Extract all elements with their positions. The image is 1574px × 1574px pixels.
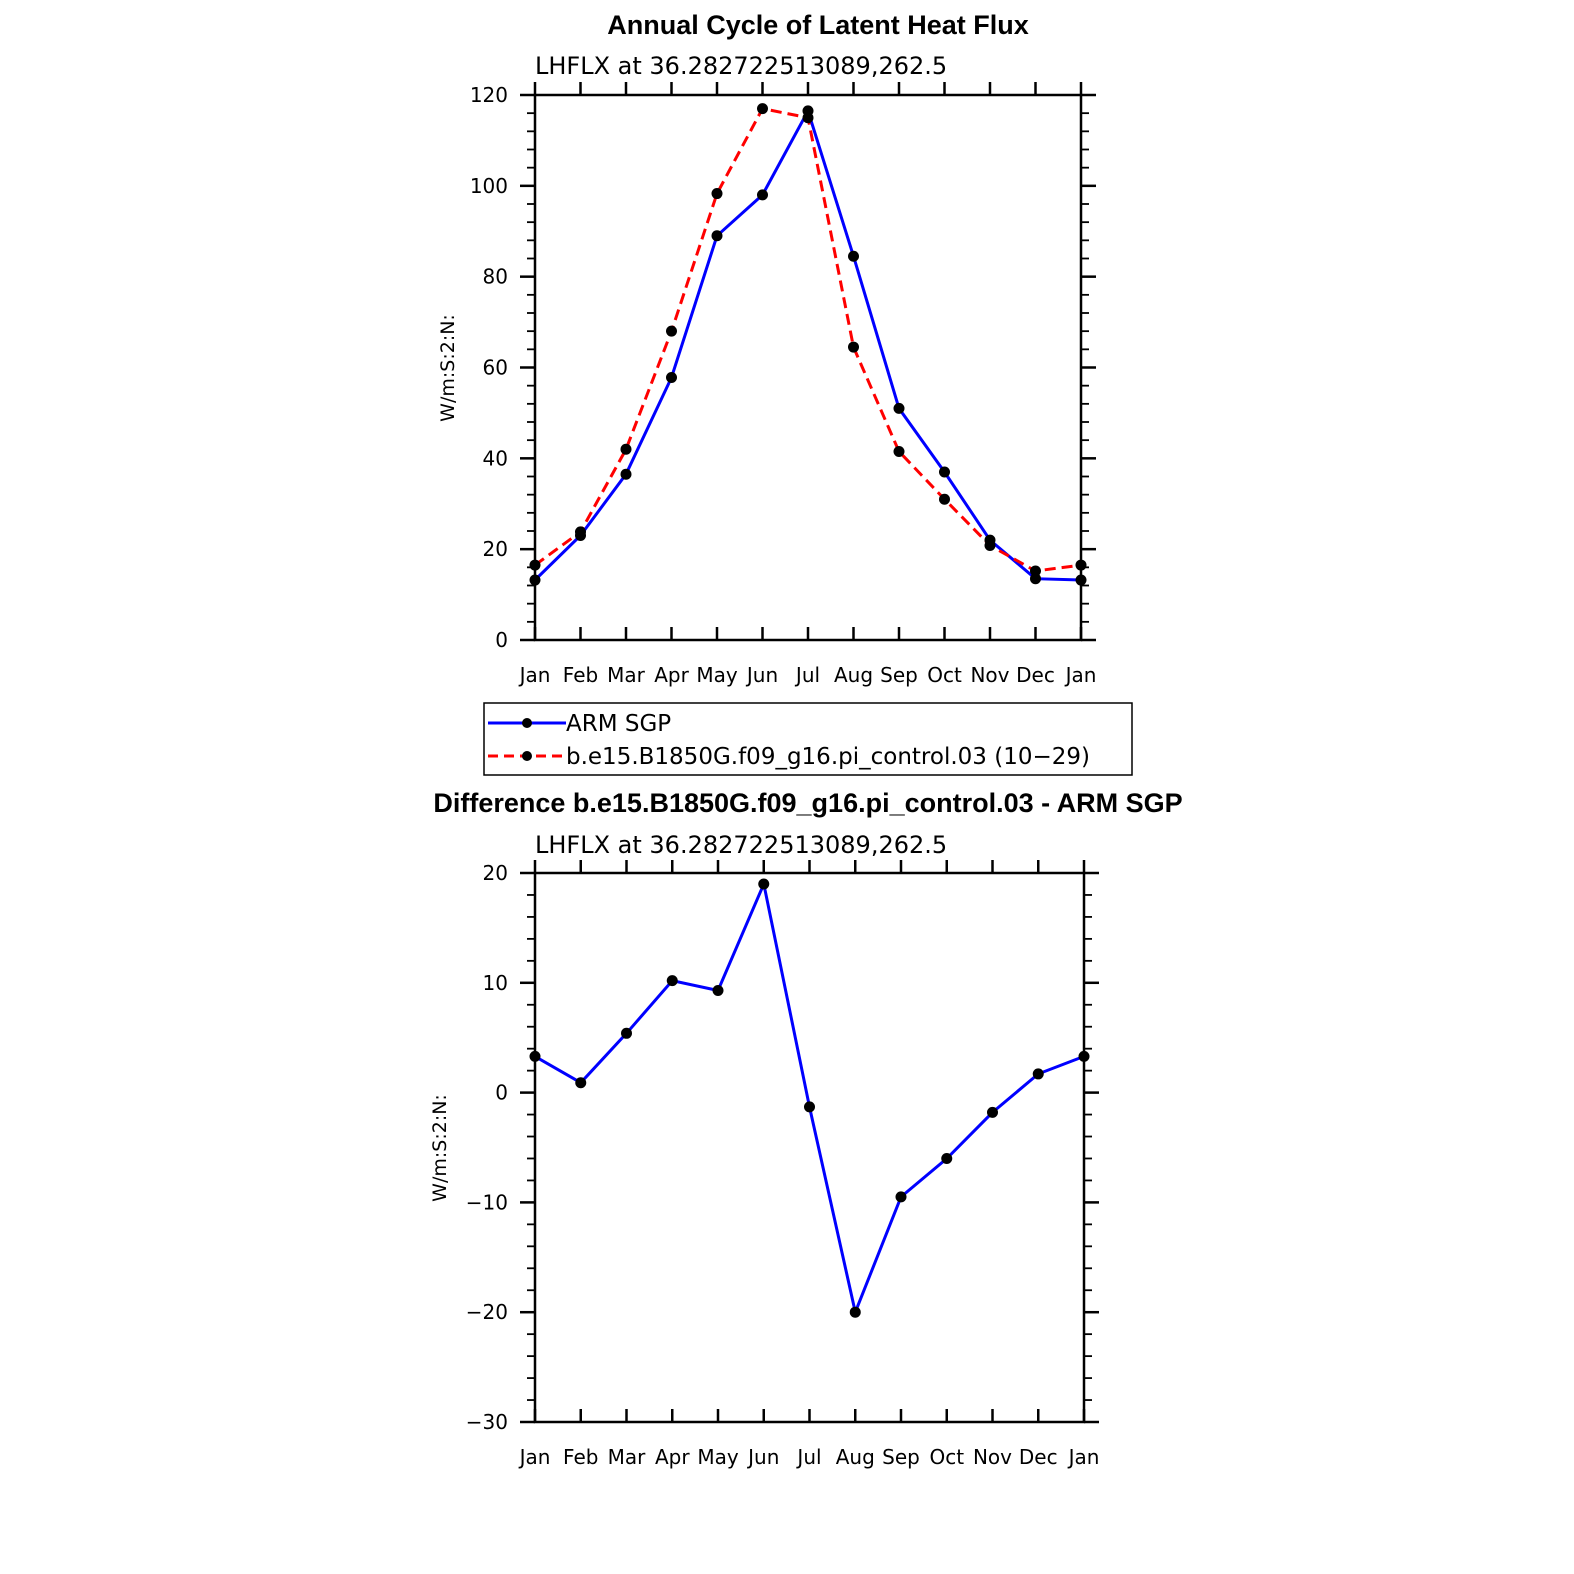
bottom-chart-series-0-point [804, 1101, 815, 1113]
top-chart-series-1-point [802, 112, 814, 124]
bottom-chart-xtick-label: Jul [795, 1445, 821, 1469]
bottom-chart-series-0-point [941, 1152, 953, 1164]
bottom-chart-series-0-point [529, 1050, 541, 1062]
bottom-chart-series-0-point [849, 1306, 861, 1318]
bottom-chart-xtick-label: Jan [518, 1445, 551, 1469]
bottom-chart-title: Difference b.e15.B1850G.f09_g16.pi_contr… [433, 788, 1182, 818]
legend-marker-arm-sgp [522, 718, 532, 728]
bottom-chart-ytick-label: −20 [466, 1300, 508, 1324]
bottom-chart-xtick-label: Sep [882, 1445, 920, 1469]
bottom-chart-xtick-label: Jan [1067, 1445, 1100, 1469]
top-chart-series-0-point [711, 230, 723, 242]
bottom-chart-xtick-label: Aug [836, 1445, 875, 1469]
top-chart-ytick-label: 40 [483, 446, 508, 470]
top-chart-ytick-label: 120 [470, 83, 508, 107]
top-chart-ytick-label: 80 [483, 265, 508, 289]
bottom-chart-ytick-label: 20 [483, 861, 508, 885]
top-chart-xtick-label: Oct [927, 663, 962, 687]
top-chart-series-1-point [848, 341, 859, 353]
top-chart-series-1-point [1030, 565, 1041, 577]
bottom-plot-area: Jan Feb Mar Apr May Jun Jul Aug Sep Oct Nov Dec Jan−… [466, 860, 1100, 1469]
top-chart-xtick-label: Sep [880, 663, 918, 687]
top-chart-subtitle: LHFLX at 36.282722513089,262.5 [535, 52, 947, 80]
top-chart-ytick-label: 0 [495, 628, 508, 652]
top-chart-xtick-label: Apr [654, 663, 689, 687]
bottom-chart-xtick-label: Nov [973, 1445, 1012, 1469]
top-chart-xtick-label: Nov [970, 663, 1009, 687]
bottom-chart-xtick-label: Apr [655, 1445, 690, 1469]
top-chart-series-0-point [1075, 574, 1087, 586]
top-chart-series-1-point [711, 188, 723, 200]
bottom-chart-series-0-point [987, 1106, 998, 1118]
bottom-chart-series-0-point [895, 1191, 907, 1203]
bottom-chart-ytick-label: 0 [495, 1081, 508, 1105]
top-chart-xtick-label: Feb [563, 663, 598, 687]
bottom-chart-xtick-label: Feb [563, 1445, 598, 1469]
bottom-chart-ylabel: W/m:S:2:N: [429, 1094, 451, 1202]
bottom-chart-subtitle: LHFLX at 36.282722513089,262.5 [535, 831, 947, 859]
bottom-chart-xtick-label: Jun [746, 1445, 779, 1469]
top-chart-series-1-point [757, 103, 768, 115]
top-chart-series-0-point [757, 189, 768, 201]
top-chart-ytick-label: 100 [470, 174, 508, 198]
bottom-chart-ytick-label: −30 [466, 1410, 508, 1434]
top-chart-xtick-label: Dec [1016, 663, 1055, 687]
bottom-chart-series-0-point [712, 984, 724, 996]
top-chart-series-1-point [529, 559, 541, 571]
top-chart-series-1-point [984, 540, 996, 552]
legend: ARM SGP b.e15.B1850G.f09_g16.pi_control.… [483, 702, 1133, 776]
top-chart-series-0-point [893, 402, 905, 414]
bottom-chart-frame [533, 871, 1086, 1424]
bottom-chart-xtick-label: Mar [608, 1445, 647, 1469]
top-chart-series-0-point [848, 250, 859, 262]
top-chart-xtick-label: May [696, 663, 738, 687]
bottom-chart-xtick-label: Oct [929, 1445, 964, 1469]
top-chart-series-1-point [666, 325, 677, 337]
top-chart-ytick-label: 20 [483, 537, 508, 561]
legend-label-arm-sgp: ARM SGP [566, 711, 671, 737]
top-plot-area: Jan Feb Mar Apr May Jun Jul Aug Sep Oct Nov Dec Jan 0… [470, 82, 1097, 687]
top-chart-ytick-label: 60 [483, 356, 508, 380]
bottom-chart-xtick-label: May [697, 1445, 739, 1469]
top-chart-series-1-point [620, 443, 632, 455]
legend-marker-model [522, 751, 532, 761]
top-chart-series-1-point [939, 493, 950, 505]
bottom-chart-series-0-point [1032, 1068, 1044, 1080]
bottom-chart-series-0-point [666, 975, 678, 987]
top-chart-title: Annual Cycle of Latent Heat Flux [607, 10, 1029, 40]
top-chart-ylabel: W/m:S:2:N: [437, 314, 459, 422]
top-chart-xtick-label: Jan [518, 663, 551, 687]
legend-box [483, 702, 1133, 776]
bottom-chart-ytick-label: 10 [483, 971, 508, 995]
top-chart-xtick-label: Aug [834, 663, 873, 687]
top-chart-xtick-label: Jul [794, 663, 820, 687]
bottom-chart-series-0-point [1078, 1050, 1090, 1062]
bottom-chart-xtick-label: Dec [1019, 1445, 1058, 1469]
top-chart-series-1-point [575, 526, 586, 538]
bottom-chart-series-line-0 [534, 879, 1085, 1318]
top-chart-series-1-point [893, 446, 905, 458]
top-chart-series-0-point [620, 468, 632, 480]
top-chart-frame [533, 93, 1083, 642]
top-chart-xtick-label: Jan [1064, 663, 1097, 687]
top-chart-series-line-0 [533, 107, 1082, 582]
top-chart-series-line-1 [534, 106, 1082, 573]
bottom-chart-series-0-point [575, 1077, 587, 1089]
legend-label-model: b.e15.B1850G.f09_g16.pi_control.03 (10−2… [566, 744, 1090, 770]
bottom-chart-series-0-point [758, 878, 770, 890]
top-chart-series-0-point [939, 466, 950, 478]
bottom-chart-ytick-label: −10 [466, 1190, 508, 1214]
top-chart-series-0-point [1030, 573, 1041, 585]
bottom-chart-series-0-point [621, 1027, 632, 1039]
top-chart-xtick-label: Mar [607, 663, 646, 687]
top-chart-series-0-point [666, 371, 677, 383]
top-chart-series-1-point [1075, 559, 1087, 571]
top-chart-xtick-label: Jun [745, 663, 778, 687]
top-chart-series-0-point [529, 574, 541, 586]
